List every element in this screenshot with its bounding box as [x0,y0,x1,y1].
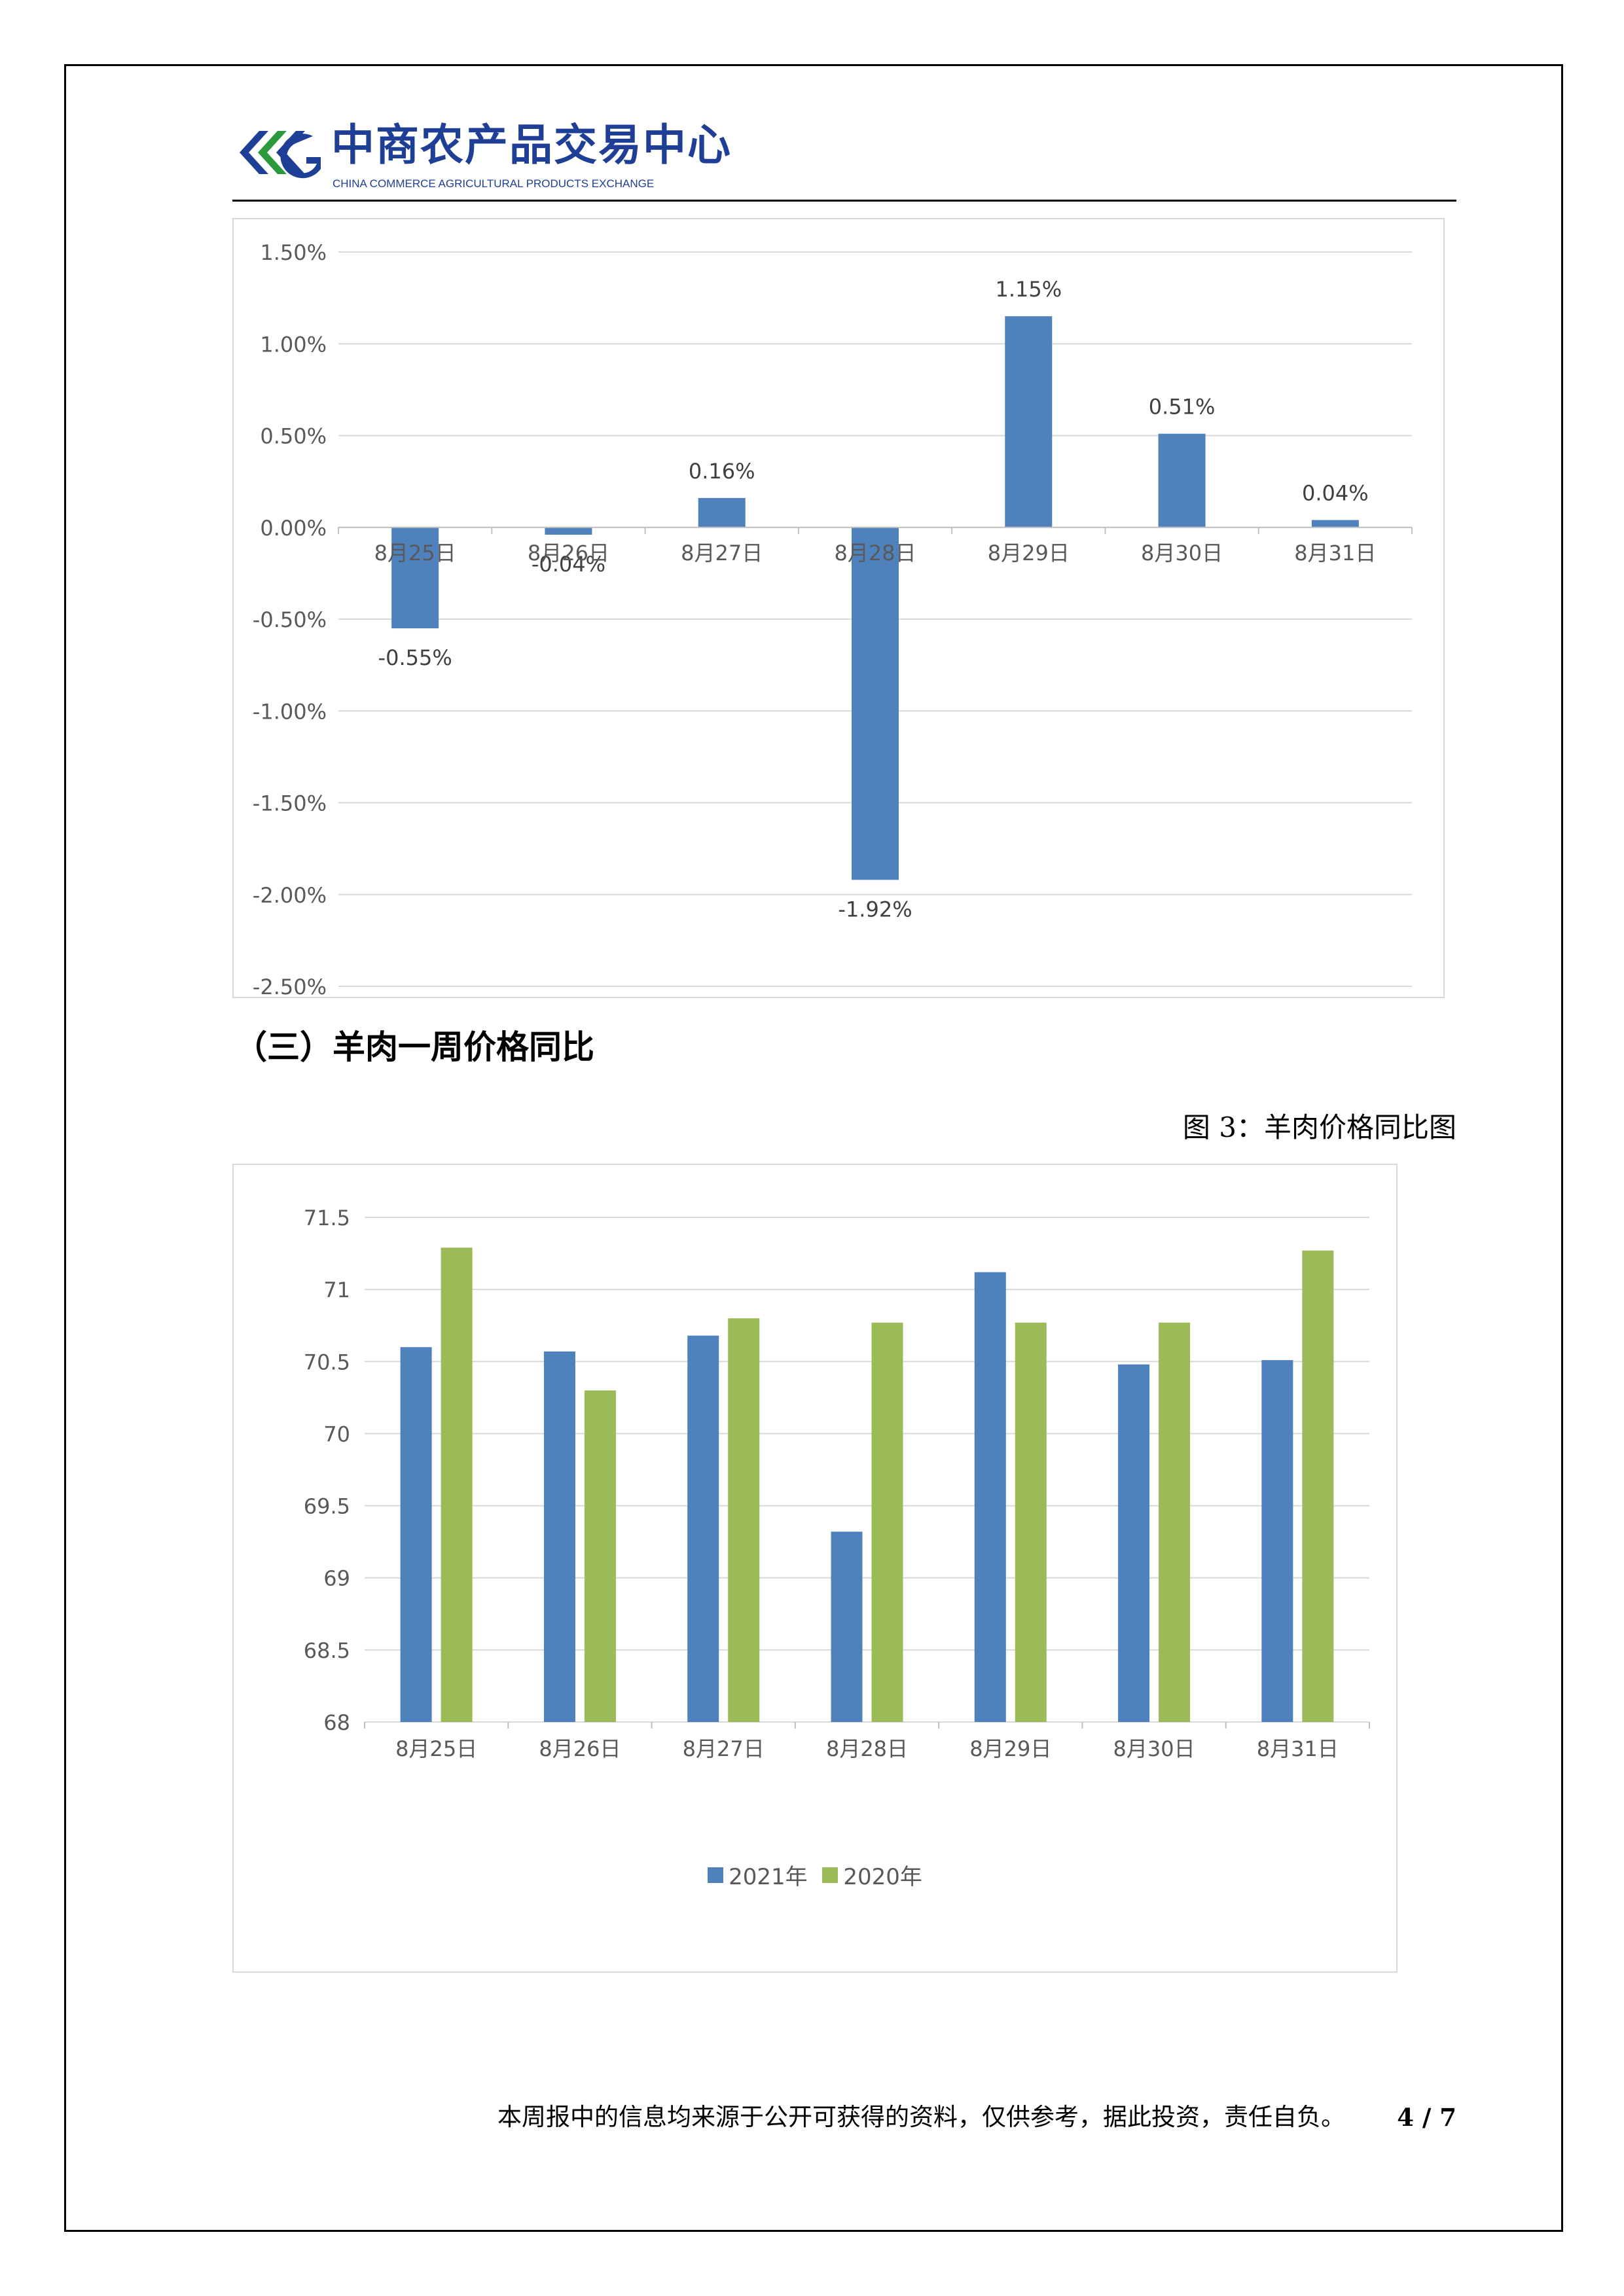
header-divider [232,200,1456,202]
y-tick-label: -2.00% [253,883,327,908]
x-tick-label: 8月28日 [834,541,916,565]
x-tick-label: 8月31日 [1294,541,1376,565]
bar-2021年 [1118,1364,1150,1722]
bar [1158,433,1206,528]
page-frame [64,64,1563,2232]
y-tick-label: 0.50% [260,424,327,449]
bar-2021年 [974,1272,1006,1722]
logo-english-name: CHINA COMMERCE AGRICULTURAL PRODUCTS EXC… [333,177,655,190]
y-tick-label: 71.5 [304,1206,350,1230]
bar [1005,316,1053,528]
bar [391,527,439,629]
y-tick-label: 69.5 [304,1494,350,1519]
x-tick-label: 8月29日 [988,541,1070,565]
y-tick-label: 68 [323,1710,350,1735]
x-tick-label: 8月31日 [1257,1736,1339,1761]
bar-2020年 [1302,1250,1334,1722]
data-label: 0.16% [689,459,755,484]
y-tick-label: 71 [323,1278,350,1302]
data-label: -0.04% [532,552,605,577]
legend-swatch-2021 [708,1867,724,1883]
x-tick-label: 8月25日 [395,1736,477,1761]
footer-disclaimer: 本周报中的信息均来源于公开可获得的资料，仅供参考，据此投资，责任自负。 [497,2103,1345,2131]
figure-caption: 图 3：羊肉价格同比图 [1182,1111,1456,1143]
data-label: 0.51% [1149,395,1216,420]
y-tick-label: -0.50% [253,607,327,632]
bar [545,527,592,535]
mutton-yoy-chart: 71.5 71 70.5 70 69.5 69 68.5 68 8月25日 8月26日 8月27日 8… [232,1164,1398,1973]
y-tick-label: -1.50% [253,791,327,816]
company-logo: 中商农产品交易中心 CHINA COMMERCE AGRICULTURAL PR… [234,117,731,198]
bar-2021年 [831,1532,863,1722]
y-tick-label: 68.5 [304,1638,350,1663]
legend-label-2020: 2020年 [843,1864,922,1890]
bar [1311,520,1359,528]
x-tick-label: 8月26日 [528,541,609,565]
y-tick-label: 69 [323,1566,350,1591]
data-label: -0.55% [378,645,452,670]
bar-2020年 [441,1247,473,1722]
bar-2020年 [1159,1322,1191,1722]
bar-2020年 [1015,1322,1047,1722]
bar-2020年 [584,1390,616,1722]
legend-item-2021: 2021年 [708,1859,808,1891]
x-tick-label: 8月27日 [683,1736,765,1761]
x-tick-label: 8月26日 [539,1736,621,1761]
y-tick-label: 0.00% [260,516,327,541]
price-change-chart: 1.50% 1.00% 0.50% 0.00% -0.50% -1.00% -1.50% -2… [232,218,1445,999]
data-label: -1.92% [838,897,912,922]
page-number: 4 / 7 [1397,2103,1456,2132]
bar-2021年 [400,1347,432,1722]
legend-label-2021: 2021年 [729,1864,808,1890]
bar [852,527,899,880]
x-tick-label: 8月30日 [1113,1736,1195,1761]
y-tick-label: 1.50% [260,240,327,265]
bar-2020年 [871,1322,903,1722]
x-tick-label: 8月30日 [1141,541,1223,565]
mutton-yoy-chart-svg: 71.5 71 70.5 70 69.5 69 68.5 68 8月25日 8月26日 8月27日 8… [304,1206,1370,1761]
price-change-chart-svg: 1.50% 1.00% 0.50% 0.00% -0.50% -1.00% -1.50% -2… [253,240,1413,999]
section-heading: （三）羊肉一周价格同比 [234,1028,594,1066]
legend-item-2020: 2020年 [822,1859,922,1891]
bar-2021年 [687,1335,719,1722]
bar [698,497,746,528]
legend-swatch-2020 [822,1867,839,1883]
y-tick-label: 1.00% [260,332,327,357]
x-tick-label: 8月27日 [681,541,763,565]
bar-2020年 [728,1318,760,1722]
x-tick-label: 8月25日 [374,541,456,565]
x-tick-label: 8月28日 [826,1736,908,1761]
y-tick-label: -2.50% [253,975,327,999]
y-tick-label: 70 [323,1422,350,1446]
chart-legend: 2021年 2020年 [234,1859,1396,1891]
x-tick-label: 8月29日 [969,1736,1051,1761]
logo-mark-icon [240,131,321,179]
logo-chinese-name: 中商农产品交易中心 [331,120,732,170]
y-tick-label: -1.00% [253,699,327,724]
y-tick-label: 70.5 [304,1350,350,1374]
bar-2021年 [1261,1360,1293,1722]
bar-2021年 [543,1351,575,1722]
data-label: 1.15% [995,277,1062,302]
data-label: 0.04% [1302,481,1369,506]
